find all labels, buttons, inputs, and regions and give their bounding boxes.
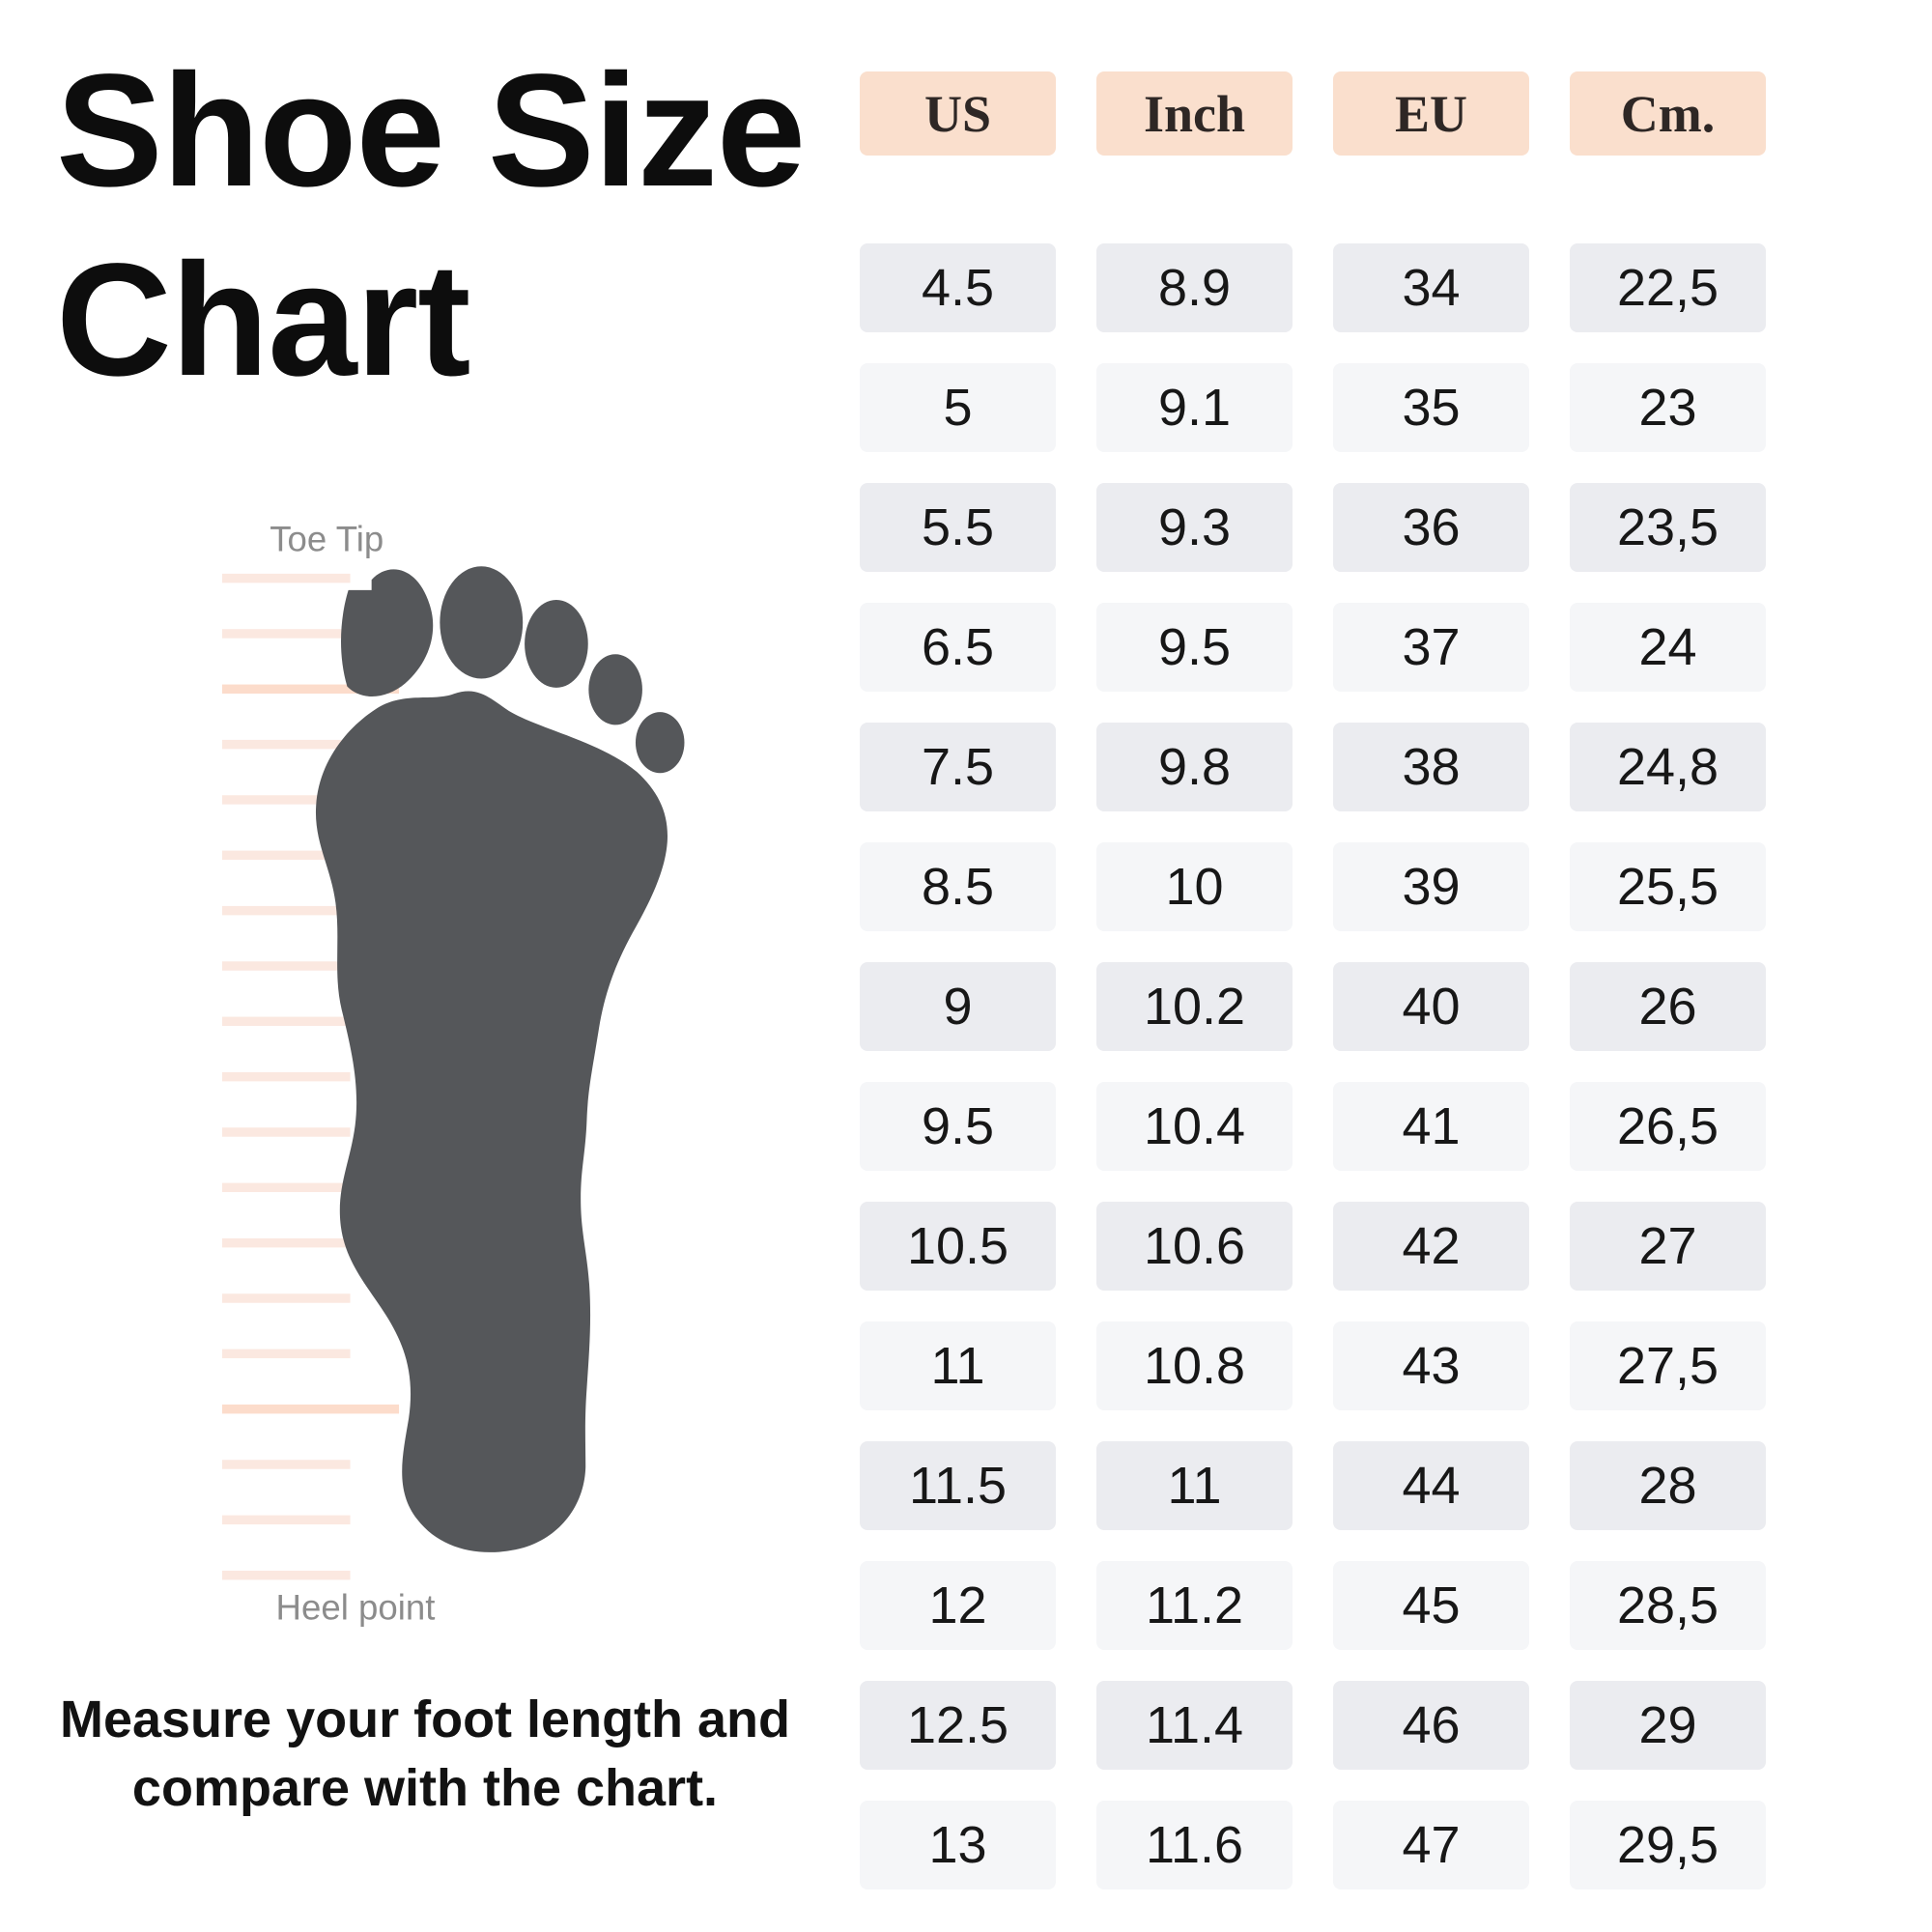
svg-text:Toe Tip: Toe Tip (270, 522, 384, 559)
svg-text:Heel point: Heel point (276, 1587, 436, 1627)
